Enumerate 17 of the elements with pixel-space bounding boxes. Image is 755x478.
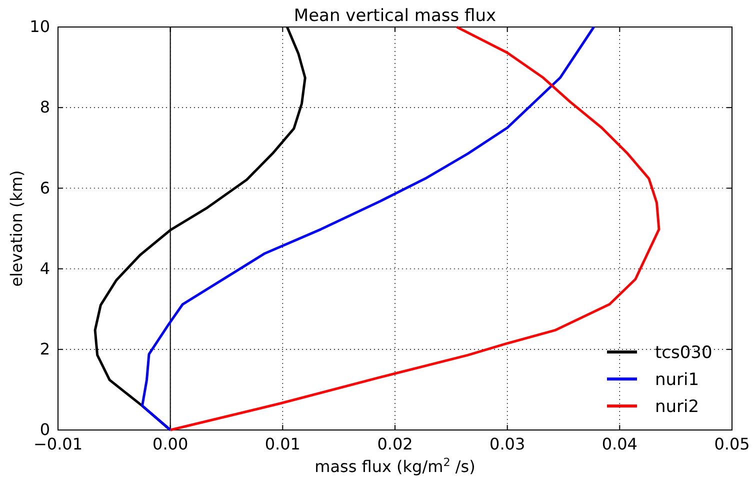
y-tick-label: 6 [40,178,50,198]
x-tick-label: 0.02 [377,434,413,454]
legend-label: nuri2 [655,397,700,417]
x-tick-label: 0.05 [714,434,750,454]
x-tick-label: 0.00 [152,434,188,454]
y-axis-title: elevation (km) [7,170,26,287]
y-tick-label: 4 [40,258,50,278]
legend-label: tcs030 [655,343,712,363]
chart-title: Mean vertical mass flux [294,6,496,26]
y-tick-label: 10 [30,17,50,36]
y-tick-label: 8 [40,98,50,117]
y-tick-label: 2 [40,340,50,359]
x-tick-label: 0.01 [264,434,300,454]
x-axis-title: mass flux (kg/m$^{2}$ /s) [314,456,476,476]
legend-label: nuri1 [655,370,700,390]
x-tick-label: 0.04 [602,434,638,454]
x-tick-label: 0.03 [490,434,526,454]
